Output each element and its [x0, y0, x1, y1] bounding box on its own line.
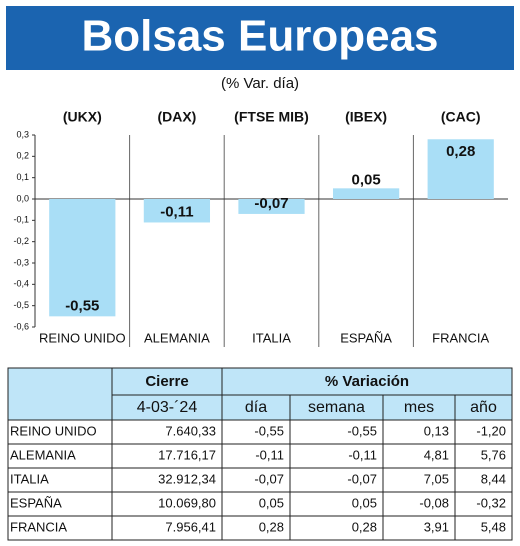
y-tick-label: -0,5 [13, 300, 29, 310]
x-tick-label: ALEMANIA [144, 330, 210, 345]
table-cell: 7.640,33 [165, 423, 216, 438]
index-label: (IBEX) [345, 109, 387, 125]
y-tick-label: 0,0 [16, 193, 29, 203]
table-cell: 17.716,17 [158, 447, 216, 462]
x-tick-label: FRANCIA [432, 330, 489, 345]
table-cell: 10.069,80 [158, 495, 216, 510]
value-label: -0,11 [160, 203, 193, 220]
index-label: (FTSE MIB) [234, 109, 309, 125]
table-cell: 3,91 [424, 519, 449, 534]
y-tick-label: 0,2 [16, 151, 29, 161]
index-label: (CAC) [441, 109, 481, 125]
table-cell: -0,11 [255, 447, 284, 462]
table-cell: -1,20 [476, 423, 506, 438]
index-label: (UKX) [63, 109, 102, 125]
value-label: 0,28 [446, 143, 475, 160]
table-cell: -0,55 [254, 423, 284, 438]
bar [238, 199, 305, 214]
table-cell: 5,76 [481, 447, 506, 462]
bar [143, 199, 211, 223]
table-subheader: mes [404, 399, 434, 416]
table-cell: 5,48 [481, 519, 506, 534]
table-cell: 0,13 [424, 423, 449, 438]
table-subheader: año [470, 399, 497, 416]
x-tick-label: ITALIA [252, 330, 291, 345]
y-tick-label: -0,1 [13, 215, 29, 225]
table-cell: 32.912,34 [158, 471, 216, 486]
table-cell: 0,05 [259, 495, 284, 510]
y-tick-label: -0,6 [13, 321, 29, 331]
table-header: Cierre [145, 373, 188, 390]
table-subheader: semana [308, 399, 365, 416]
bar [332, 188, 400, 199]
chart-subtitle: (% Var. día) [221, 75, 299, 92]
table-cell: -0,11 [348, 447, 377, 462]
table-cell: 0,05 [352, 495, 377, 510]
table-row-label: FRANCIA [10, 519, 67, 534]
bar [49, 199, 116, 317]
table-cell: -0,08 [419, 495, 449, 510]
value-label: -0,07 [254, 195, 288, 212]
table-subheader: día [245, 399, 267, 416]
table-cell: 7.956,41 [165, 519, 216, 534]
title-banner [6, 6, 514, 70]
table-row-label: ALEMANIA [10, 447, 76, 462]
chart-title: Bolsas Europeas [81, 12, 438, 61]
table-cell: -0,32 [476, 495, 506, 510]
table-header-bg [8, 368, 512, 420]
index-label: (DAX) [157, 109, 196, 125]
table-row-label: ESPAÑA [10, 495, 62, 510]
table-subheader: 4-03-´24 [137, 399, 198, 416]
table-row-label: REINO UNIDO [10, 423, 97, 438]
bar [427, 139, 494, 199]
y-tick-label: -0,2 [13, 236, 29, 246]
table-row-label: ITALIA [10, 471, 49, 486]
y-tick-label: -0,4 [13, 279, 29, 289]
y-tick-label: -0,3 [13, 257, 29, 267]
x-tick-label: REINO UNIDO [39, 330, 126, 345]
y-tick-label: 0,1 [16, 172, 29, 182]
x-tick-label: ESPAÑA [340, 330, 392, 345]
table-cell: 7,05 [424, 471, 449, 486]
table-cell: 8,44 [481, 471, 506, 486]
table-cell: 0,28 [259, 519, 284, 534]
table-cell: -0,07 [347, 471, 377, 486]
table-cell: 0,28 [352, 519, 377, 534]
table-header: % Variación [325, 373, 409, 390]
value-label: 0,05 [351, 171, 380, 188]
table-cell: -0,55 [347, 423, 377, 438]
table-frame [7, 367, 513, 541]
y-tick-label: 0,3 [16, 129, 29, 139]
table-cell: -0,07 [254, 471, 284, 486]
value-label: -0,55 [65, 297, 99, 314]
table-cell: 4,81 [424, 447, 449, 462]
